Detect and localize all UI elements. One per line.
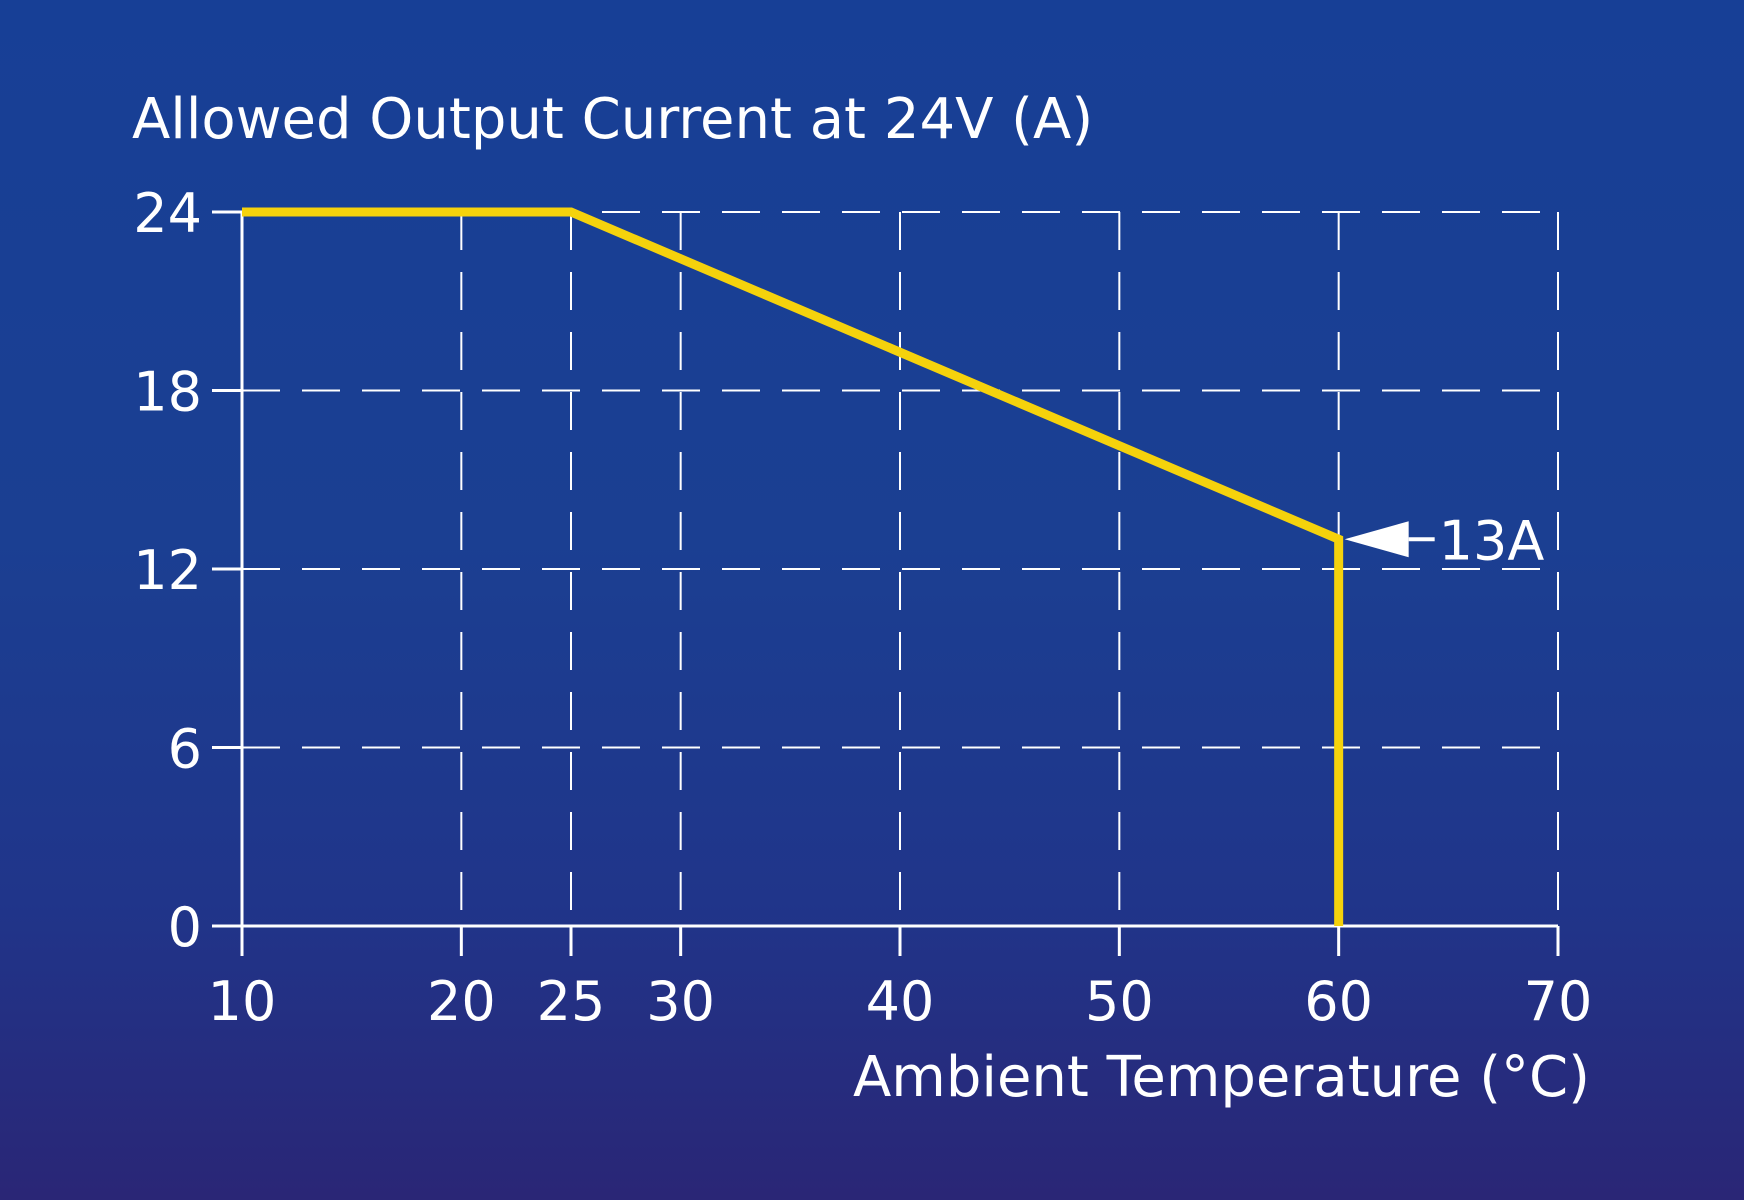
y-tick-label-24: 24 (133, 182, 202, 245)
x-tick-label-40: 40 (866, 970, 935, 1033)
annotation-label-0: 13A (1439, 509, 1545, 572)
y-tick-label-6: 6 (168, 718, 202, 781)
y-tick-label-0: 0 (168, 896, 202, 959)
series-layer (242, 207, 1344, 926)
x-tick-label-50: 50 (1085, 970, 1154, 1033)
grid-lines (242, 211, 1559, 926)
annotation-arrow-0 (1344, 521, 1409, 558)
x-tick-label-70: 70 (1524, 970, 1593, 1033)
annotations: 13A (1344, 509, 1545, 572)
series-line-0 (242, 207, 1344, 926)
x-axis-label: Ambient Temperature (°C) (853, 1045, 1590, 1110)
tick-labels: 0 6 12 18 24 10 20 25 30 40 50 60 70 (133, 182, 1592, 1033)
chart-title: Allowed Output Current at 24V (A) (132, 87, 1093, 152)
y-tick-label-18: 18 (133, 361, 202, 424)
x-tick-label-10: 10 (208, 970, 277, 1033)
axes (212, 210, 1560, 956)
x-tick-label-30: 30 (646, 970, 715, 1033)
x-tick-label-20: 20 (427, 970, 496, 1033)
x-tick-label-25: 25 (537, 970, 606, 1033)
y-tick-label-12: 12 (133, 539, 202, 602)
x-tick-label-60: 60 (1304, 970, 1373, 1033)
